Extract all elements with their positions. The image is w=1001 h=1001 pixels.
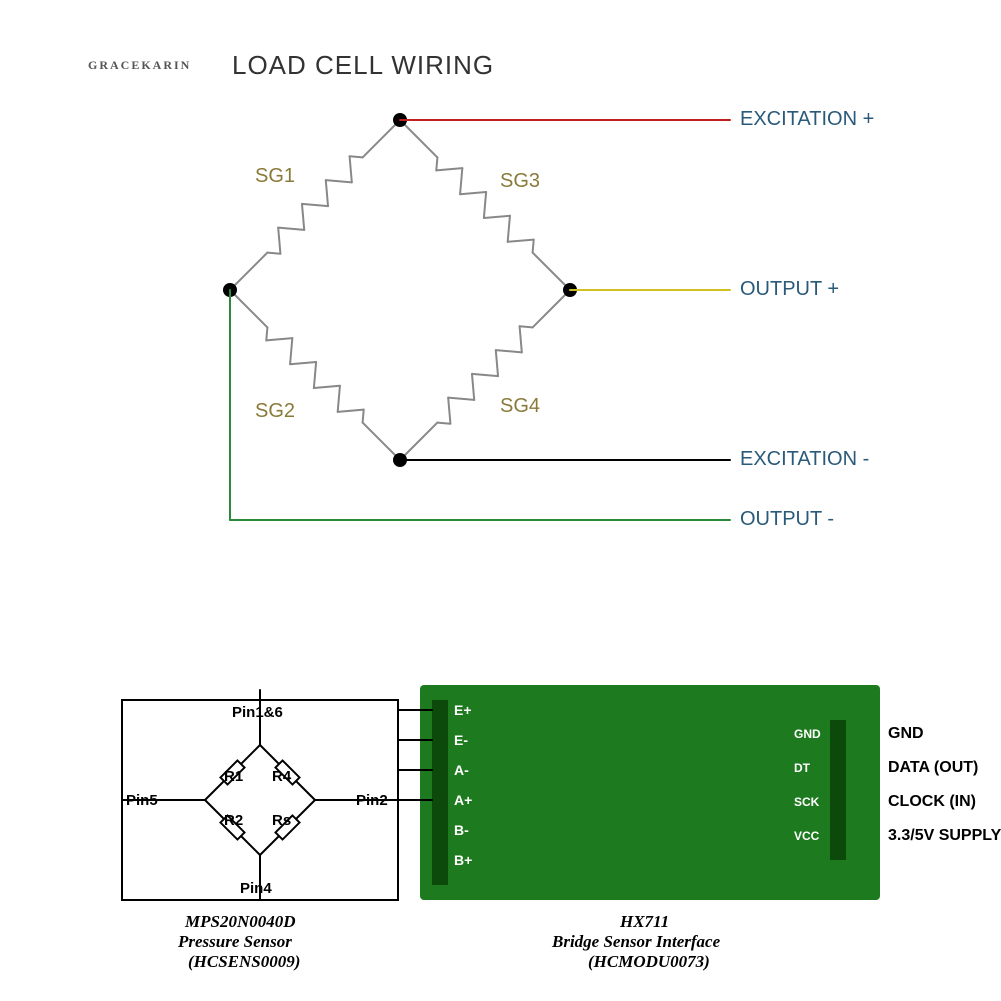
module-left-pin-Ap: A+ — [454, 792, 472, 808]
module-caption-1: HX711 — [620, 912, 669, 932]
label-sg1: SG1 — [255, 165, 295, 188]
module-right-pin-outer-3: 3.3/5V SUPPLY — [888, 827, 1001, 845]
module-left-pin-Bp: B+ — [454, 852, 472, 868]
module-caption-3: (HCMODU0073) — [588, 952, 710, 972]
label-r2: R2 — [224, 812, 243, 829]
module-left-pin-Em: E- — [454, 732, 468, 748]
module-right-pin-inner-2: SCK — [794, 795, 819, 809]
module-right-pin-outer-0: GND — [888, 725, 924, 743]
module-left-pin-Ep: E+ — [454, 702, 472, 718]
diagram-title: LOAD CELL WIRING — [232, 50, 494, 81]
label-excitation-plus: EXCITATION + — [740, 108, 874, 131]
label-pin2: Pin2 — [356, 792, 388, 809]
module-caption-2: Bridge Sensor Interface — [552, 932, 720, 952]
label-sg4: SG4 — [500, 395, 540, 418]
module-left-pin-Bm: B- — [454, 822, 469, 838]
module-right-pin-outer-1: DATA (OUT) — [888, 759, 978, 777]
sensor-caption-3: (HCSENS0009) — [188, 952, 300, 972]
module-right-pin-outer-2: CLOCK (IN) — [888, 793, 976, 811]
label-output-plus: OUTPUT + — [740, 278, 839, 301]
label-sg3: SG3 — [500, 170, 540, 193]
label-excitation-minus: EXCITATION - — [740, 448, 869, 471]
label-output-minus: OUTPUT - — [740, 508, 834, 531]
module-right-pin-inner-1: DT — [794, 761, 810, 775]
watermark: GRACEKARIN — [88, 58, 191, 73]
module-right-pin-inner-3: VCC — [794, 829, 819, 843]
label-rs: Rs — [272, 812, 291, 829]
sensor-caption-2: Pressure Sensor — [178, 932, 292, 952]
module-right-pin-inner-0: GND — [794, 727, 821, 741]
module-left-pin-Am: A- — [454, 762, 469, 778]
label-pin4: Pin4 — [240, 880, 272, 897]
label-pin5: Pin5 — [126, 792, 158, 809]
label-r4: R4 — [272, 768, 291, 785]
label-r1: R1 — [224, 768, 243, 785]
label-sg2: SG2 — [255, 400, 295, 423]
sensor-caption-1: MPS20N0040D — [185, 912, 296, 932]
label-pin16: Pin1&6 — [232, 704, 283, 721]
